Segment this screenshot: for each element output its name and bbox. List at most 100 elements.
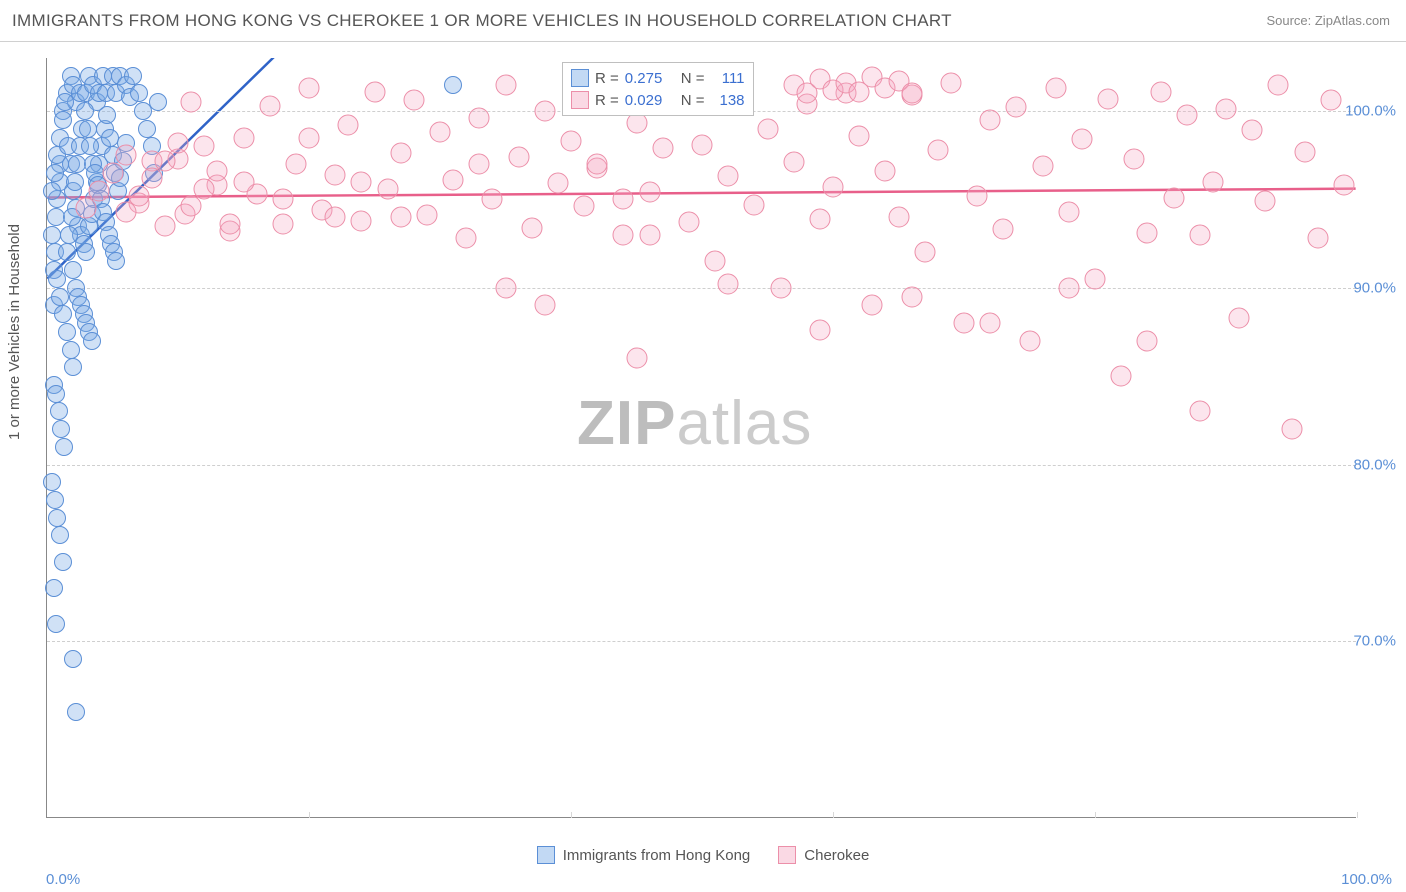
stat-n-label: N = (681, 92, 705, 109)
data-point (76, 102, 94, 120)
gridline-h (47, 641, 1356, 642)
data-point (914, 242, 935, 263)
data-point (849, 125, 870, 146)
data-point (338, 115, 359, 136)
data-point (364, 81, 385, 102)
data-point (45, 579, 63, 597)
stat-r-value: 0.275 (625, 70, 675, 87)
data-point (220, 214, 241, 235)
data-point (1255, 191, 1276, 212)
legend-swatch-blue (537, 846, 555, 864)
data-point (626, 113, 647, 134)
data-point (574, 196, 595, 217)
data-point (547, 173, 568, 194)
data-point (1294, 141, 1315, 162)
data-point (534, 295, 555, 316)
data-point (1189, 224, 1210, 245)
data-point (149, 93, 167, 111)
data-point (416, 205, 437, 226)
data-point (1137, 222, 1158, 243)
data-point (678, 212, 699, 233)
data-point (43, 182, 61, 200)
data-point (259, 95, 280, 116)
data-point (823, 177, 844, 198)
data-point (50, 402, 68, 420)
y-tick-label: 100.0% (1345, 103, 1396, 120)
tick-v (309, 812, 310, 818)
data-point (47, 385, 65, 403)
title-bar: IMMIGRANTS FROM HONG KONG VS CHEROKEE 1 … (0, 0, 1406, 42)
stat-r-label: R = (595, 70, 619, 87)
stat-n-value: 111 (711, 70, 745, 87)
bottom-legend: Immigrants from Hong Kong Cherokee (0, 846, 1406, 864)
watermark-zip: ZIP (577, 389, 676, 458)
data-point (940, 72, 961, 93)
data-point (48, 509, 66, 527)
data-point (76, 198, 97, 219)
chart-title: IMMIGRANTS FROM HONG KONG VS CHEROKEE 1 … (12, 11, 952, 31)
data-point (390, 207, 411, 228)
data-point (390, 143, 411, 164)
data-point (967, 185, 988, 206)
correlation-stat-box: R =0.275N =111R =0.029N =138 (562, 62, 754, 116)
data-point (351, 210, 372, 231)
data-point (1307, 228, 1328, 249)
data-point (54, 111, 72, 129)
x-tick-0: 0.0% (46, 871, 80, 888)
data-point (1045, 78, 1066, 99)
data-point (534, 101, 555, 122)
data-point (64, 650, 82, 668)
data-point (1333, 175, 1354, 196)
data-point (443, 169, 464, 190)
data-point (1032, 155, 1053, 176)
data-point (130, 84, 148, 102)
stat-swatch (571, 69, 589, 87)
data-point (980, 313, 1001, 334)
legend-item-hongkong: Immigrants from Hong Kong (537, 846, 751, 864)
data-point (138, 120, 156, 138)
data-point (770, 277, 791, 298)
data-point (626, 348, 647, 369)
data-point (1268, 74, 1289, 95)
stat-r-value: 0.029 (625, 92, 675, 109)
data-point (1242, 120, 1263, 141)
data-point (927, 139, 948, 160)
data-point (194, 178, 215, 199)
data-point (272, 189, 293, 210)
scatter-plot-area: ZIPatlas (46, 58, 1356, 818)
data-point (194, 136, 215, 157)
data-point (495, 74, 516, 95)
data-point (1137, 330, 1158, 351)
data-point (98, 106, 116, 124)
data-point (181, 196, 202, 217)
data-point (233, 171, 254, 192)
data-point (639, 182, 660, 203)
data-point (83, 332, 101, 350)
data-point (1216, 99, 1237, 120)
data-point (299, 78, 320, 99)
data-point (718, 166, 739, 187)
data-point (58, 243, 76, 261)
data-point (233, 127, 254, 148)
data-point (980, 109, 1001, 130)
stat-r-label: R = (595, 92, 619, 109)
data-point (377, 178, 398, 199)
data-point (783, 152, 804, 173)
data-point (430, 122, 451, 143)
data-point (325, 207, 346, 228)
data-point (89, 180, 110, 201)
data-point (66, 173, 84, 191)
data-point (875, 161, 896, 182)
data-point (54, 305, 72, 323)
data-point (1098, 88, 1119, 109)
data-point (79, 120, 97, 138)
data-point (81, 137, 99, 155)
y-axis-label: 1 or more Vehicles in Household (6, 224, 23, 440)
data-point (692, 134, 713, 155)
data-point (1058, 277, 1079, 298)
y-tick-label: 70.0% (1353, 633, 1396, 650)
data-point (46, 491, 64, 509)
data-point (299, 127, 320, 148)
data-point (521, 217, 542, 238)
data-point (613, 224, 634, 245)
